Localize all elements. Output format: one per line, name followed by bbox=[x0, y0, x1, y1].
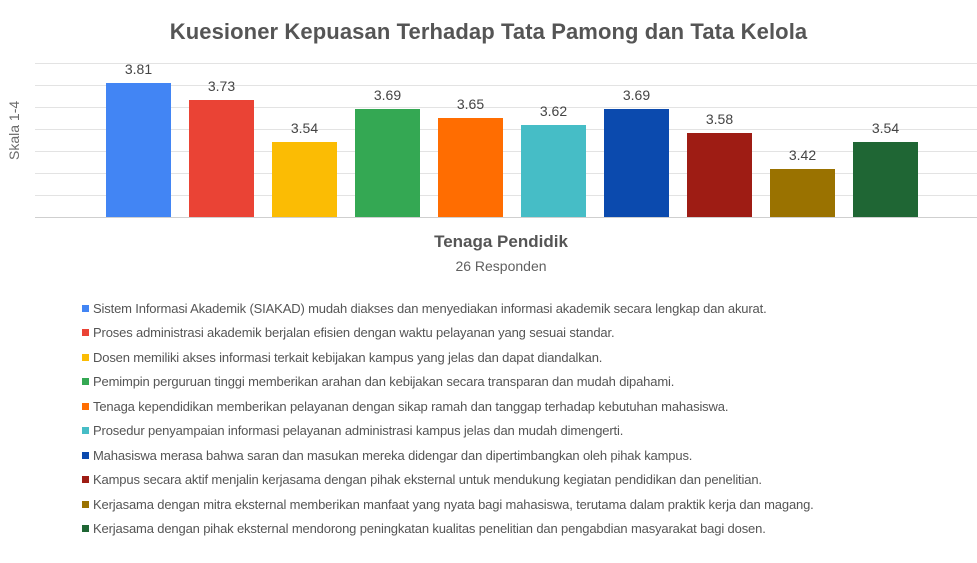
legend-label: Kampus secara aktif menjalin kerjasama d… bbox=[93, 472, 762, 488]
x-axis-subtitle: 26 Responden bbox=[455, 258, 547, 274]
legend-label: Dosen memiliki akses informasi terkait k… bbox=[93, 349, 603, 365]
bar-value-label: 3.54 bbox=[871, 120, 900, 137]
gridline bbox=[35, 173, 977, 174]
legend-label: Sistem Informasi Akademik (SIAKAD) mudah… bbox=[93, 300, 767, 316]
bar-value-label: 3.62 bbox=[539, 102, 568, 119]
legend-swatch-icon bbox=[82, 500, 89, 508]
bar-value-label: 3.58 bbox=[705, 111, 734, 128]
legend-item[interactable]: Dosen memiliki akses informasi terkait k… bbox=[82, 345, 814, 370]
plot-area: 3.81 3.73 3.54 3.69 3.65 3.62 3.69 3.58 3.42 3.54 bbox=[35, 0, 977, 230]
legend-label: Tenaga kependidikan memberikan pelayanan… bbox=[93, 398, 729, 414]
bar-10[interactable] bbox=[853, 142, 918, 217]
legend-item[interactable]: Kerjasama dengan pihak eksternal mendoro… bbox=[82, 517, 814, 542]
bar-value-label: 3.73 bbox=[207, 78, 236, 95]
legend-swatch-icon bbox=[82, 353, 89, 361]
bar-4[interactable] bbox=[355, 109, 420, 217]
bar-value-label: 3.81 bbox=[124, 60, 153, 77]
gridline bbox=[35, 107, 977, 108]
bar-5[interactable] bbox=[438, 118, 503, 217]
legend: Sistem Informasi Akademik (SIAKAD) mudah… bbox=[82, 296, 814, 541]
legend-swatch-icon bbox=[82, 304, 89, 312]
bar-3[interactable] bbox=[272, 142, 337, 217]
gridline bbox=[35, 129, 977, 130]
legend-swatch-icon bbox=[82, 476, 89, 484]
legend-item[interactable]: Sistem Informasi Akademik (SIAKAD) mudah… bbox=[82, 296, 814, 321]
legend-swatch-icon bbox=[82, 451, 89, 459]
legend-swatch-icon bbox=[82, 378, 89, 386]
y-axis-label: Skala 1-4 bbox=[6, 100, 22, 160]
gridline bbox=[35, 151, 977, 152]
bar-1[interactable] bbox=[106, 82, 171, 217]
bar-value-label: 3.42 bbox=[788, 146, 817, 163]
legend-label: Kerjasama dengan mitra eksternal memberi… bbox=[93, 496, 814, 512]
bar-6[interactable] bbox=[521, 124, 586, 217]
legend-label: Proses administrasi akademik berjalan ef… bbox=[93, 325, 615, 341]
legend-item[interactable]: Tenaga kependidikan memberikan pelayanan… bbox=[82, 394, 814, 419]
bar-8[interactable] bbox=[687, 133, 752, 217]
legend-item[interactable]: Pemimpin perguruan tinggi memberikan ara… bbox=[82, 370, 814, 395]
legend-swatch-icon bbox=[82, 329, 89, 337]
legend-swatch-icon bbox=[82, 402, 89, 410]
legend-item[interactable]: Kerjasama dengan mitra eksternal memberi… bbox=[82, 492, 814, 517]
bar-value-label: 3.65 bbox=[456, 96, 485, 112]
legend-label: Pemimpin perguruan tinggi memberikan ara… bbox=[93, 374, 675, 390]
bar-9[interactable] bbox=[770, 168, 835, 217]
legend-label: Kerjasama dengan pihak eksternal mendoro… bbox=[93, 521, 766, 537]
bar-7[interactable] bbox=[604, 109, 669, 217]
gridline bbox=[35, 85, 977, 86]
legend-item[interactable]: Kampus secara aktif menjalin kerjasama d… bbox=[82, 468, 814, 493]
x-axis-baseline bbox=[35, 217, 977, 218]
legend-swatch-icon bbox=[82, 427, 89, 435]
chart-title: Kuesioner Kepuasan Terhadap Tata Pamong … bbox=[169, 19, 808, 44]
gridline bbox=[35, 195, 977, 196]
legend-label: Mahasiswa merasa bahwa saran dan masukan… bbox=[93, 447, 693, 463]
bar-value-label: 3.54 bbox=[290, 120, 319, 137]
bar-value-label: 3.69 bbox=[622, 87, 651, 104]
legend-item[interactable]: Prosedur penyampaian informasi pelayanan… bbox=[82, 419, 814, 444]
legend-item[interactable]: Proses administrasi akademik berjalan ef… bbox=[82, 321, 814, 346]
legend-label: Prosedur penyampaian informasi pelayanan… bbox=[93, 423, 624, 439]
gridline bbox=[35, 63, 977, 64]
legend-item[interactable]: Mahasiswa merasa bahwa saran dan masukan… bbox=[82, 443, 814, 468]
x-axis-title: Tenaga Pendidik bbox=[434, 232, 568, 251]
bar-value-label: 3.69 bbox=[373, 87, 402, 104]
bar-2[interactable] bbox=[189, 100, 254, 217]
legend-swatch-icon bbox=[82, 525, 89, 533]
